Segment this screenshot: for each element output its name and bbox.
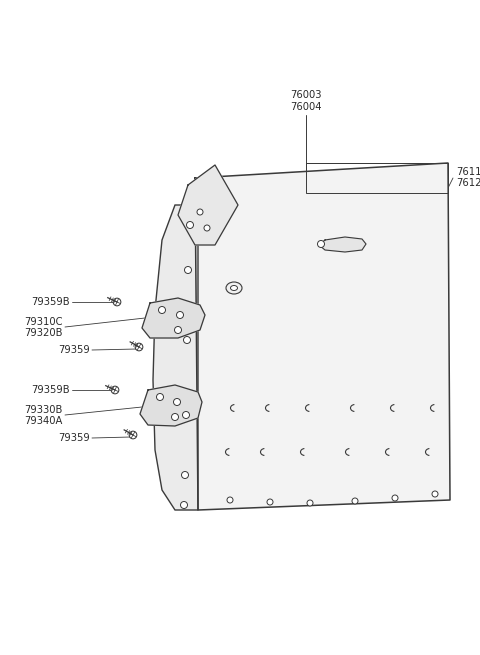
Circle shape <box>204 225 210 231</box>
Circle shape <box>392 495 398 501</box>
Text: 79359: 79359 <box>58 345 90 355</box>
Circle shape <box>175 326 181 333</box>
Text: 79359: 79359 <box>58 433 90 443</box>
Circle shape <box>113 298 121 306</box>
Text: 76121: 76121 <box>456 178 480 188</box>
Circle shape <box>180 502 188 508</box>
Text: 79320B: 79320B <box>24 328 63 338</box>
Circle shape <box>181 472 189 479</box>
Text: 79340A: 79340A <box>24 416 63 426</box>
Polygon shape <box>178 165 238 245</box>
Text: 76004: 76004 <box>290 102 322 112</box>
Circle shape <box>267 499 273 505</box>
Polygon shape <box>319 237 366 252</box>
Circle shape <box>317 240 324 248</box>
Ellipse shape <box>230 286 238 291</box>
Text: 76111: 76111 <box>456 167 480 177</box>
Polygon shape <box>140 385 202 426</box>
Circle shape <box>307 500 313 506</box>
Polygon shape <box>142 298 205 338</box>
Polygon shape <box>195 163 450 510</box>
Circle shape <box>352 498 358 504</box>
Circle shape <box>135 343 143 351</box>
Text: 76003: 76003 <box>290 90 322 100</box>
Circle shape <box>177 312 183 318</box>
Circle shape <box>158 307 166 314</box>
Circle shape <box>432 491 438 497</box>
Circle shape <box>187 221 193 229</box>
Circle shape <box>197 209 203 215</box>
Circle shape <box>227 497 233 503</box>
Circle shape <box>173 398 180 405</box>
Ellipse shape <box>226 282 242 294</box>
Circle shape <box>111 386 119 394</box>
Text: 79330B: 79330B <box>24 405 63 415</box>
Text: 79310C: 79310C <box>24 317 63 327</box>
Text: 79359B: 79359B <box>31 385 70 395</box>
Circle shape <box>129 431 137 439</box>
Circle shape <box>156 394 164 400</box>
Circle shape <box>182 411 190 419</box>
Circle shape <box>184 267 192 274</box>
Text: 79359B: 79359B <box>31 297 70 307</box>
Circle shape <box>171 413 179 421</box>
PathPatch shape <box>153 205 198 510</box>
Circle shape <box>183 337 191 343</box>
